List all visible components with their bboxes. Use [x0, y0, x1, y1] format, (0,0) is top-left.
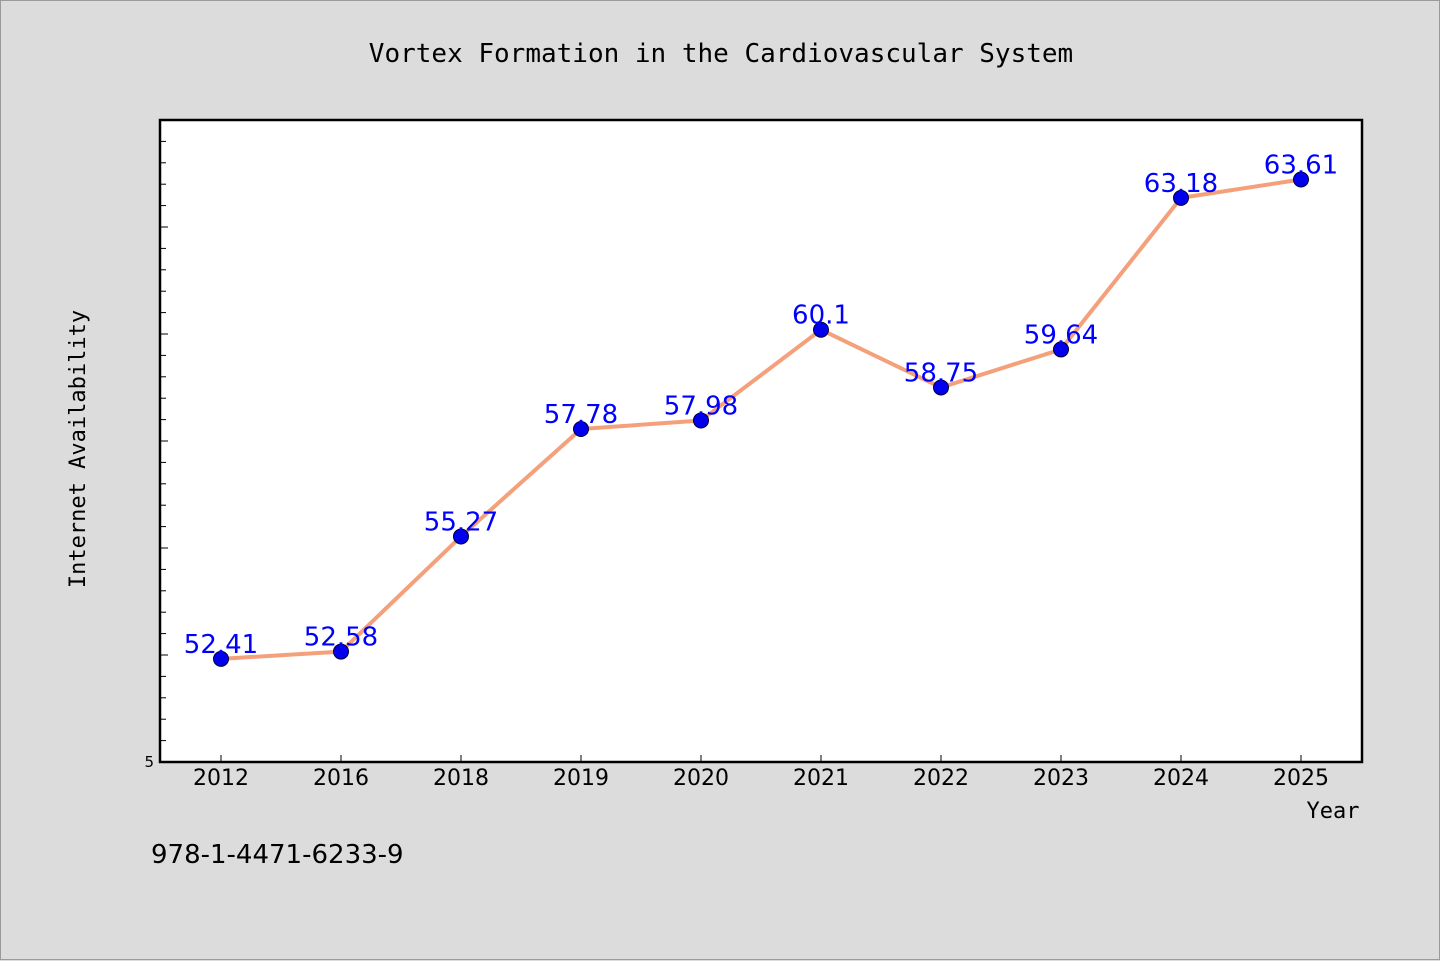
data-label: 57.98 — [664, 391, 738, 421]
data-point — [453, 528, 469, 545]
data-point — [1293, 171, 1309, 188]
isbn-text: 978-1-4471-6233-9 — [151, 840, 404, 870]
data-point — [1173, 189, 1189, 206]
x-tick-label: 2023 — [1033, 766, 1089, 791]
chart-title: Vortex Formation in the Cardiovascular S… — [369, 39, 1073, 69]
x-tick-label: 2012 — [193, 766, 249, 791]
data-label: 55.27 — [424, 507, 498, 537]
data-point — [573, 421, 589, 438]
series-line — [220, 177, 1302, 661]
data-label: 60.1 — [792, 301, 850, 331]
data-point — [213, 650, 229, 667]
data-label: 52.41 — [184, 630, 258, 660]
series-group: 52.41 52.58 55.27 57.78 57.98 60.1 58.75 59.64 6… — [184, 150, 1338, 667]
data-point — [933, 379, 949, 396]
y-axis-label: Internet Availability — [66, 310, 91, 588]
data-label: 63.18 — [1144, 169, 1218, 199]
data-point — [693, 412, 709, 429]
data-point — [1053, 341, 1069, 358]
x-tick-label: 2019 — [553, 766, 609, 791]
data-label: 63.61 — [1264, 150, 1338, 180]
x-tick-label: 2020 — [673, 766, 729, 791]
y-axis-ticks: 5 — [144, 140, 168, 771]
x-axis-label: Year — [1307, 799, 1360, 824]
y-tick-label: 5 — [144, 753, 154, 771]
data-label: 58.75 — [904, 359, 978, 389]
x-tick-label: 2025 — [1273, 766, 1329, 791]
data-point — [813, 321, 829, 338]
x-tick-label: 2022 — [913, 766, 969, 791]
x-tick-label: 2024 — [1153, 766, 1209, 791]
plot-area — [158, 118, 1364, 764]
x-tick-label: 2018 — [433, 766, 489, 791]
data-label: 59.64 — [1024, 320, 1098, 350]
x-tick-label: 2016 — [313, 766, 369, 791]
data-label: 57.78 — [544, 400, 618, 430]
x-axis-ticks: 2012 2016 2018 2019 2020 2021 2022 2023 2024 2025 — [193, 755, 1329, 791]
data-point — [333, 643, 349, 660]
x-tick-label: 2021 — [793, 766, 849, 791]
data-label: 52.58 — [304, 623, 378, 653]
